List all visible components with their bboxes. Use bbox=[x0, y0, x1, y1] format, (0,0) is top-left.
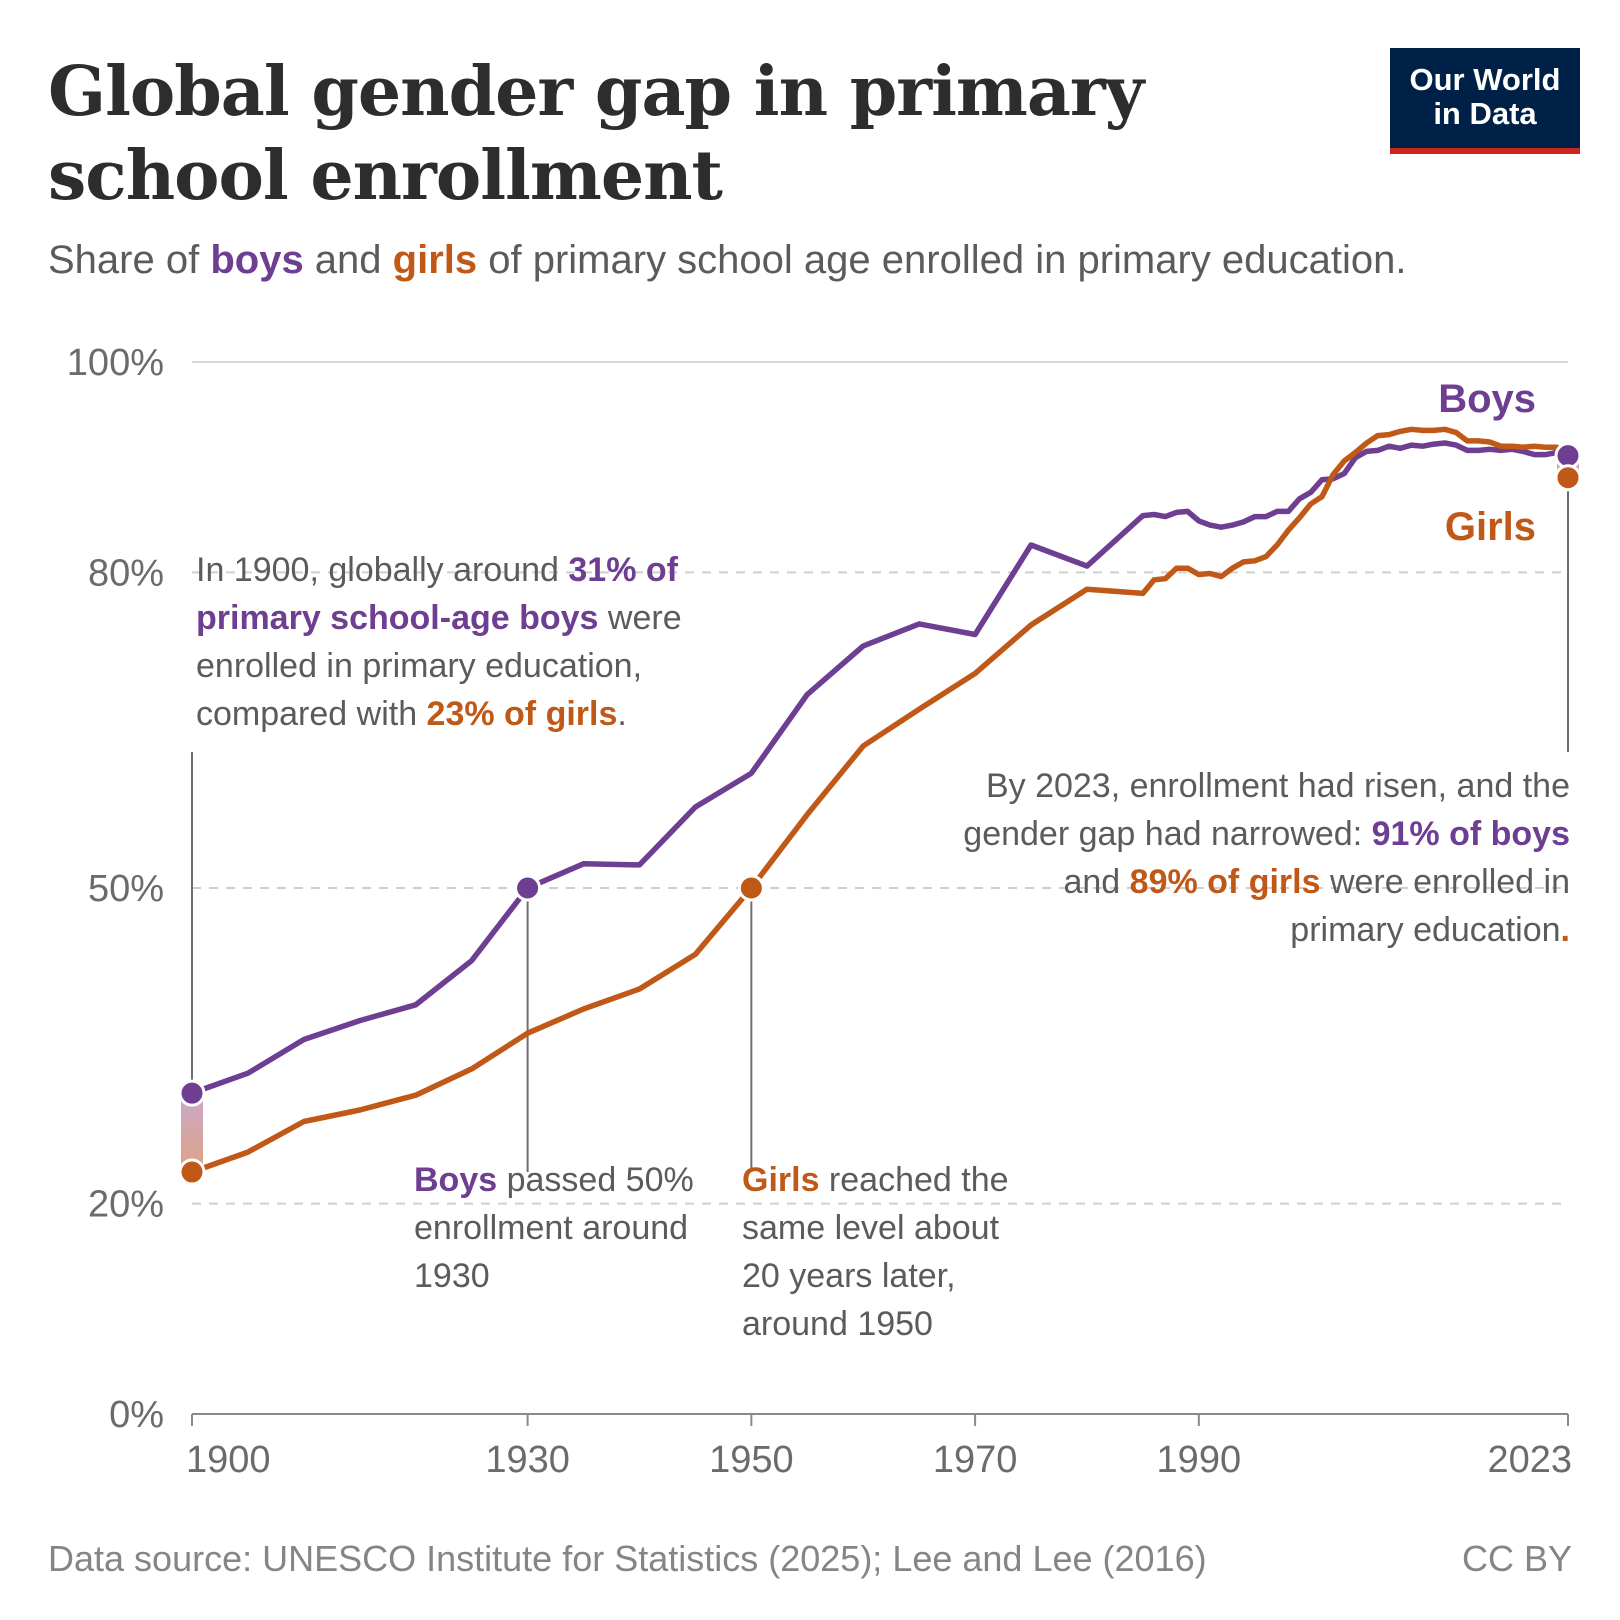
x-tick-label: 1900 bbox=[186, 1439, 271, 1481]
y-tick-label: 80% bbox=[88, 552, 164, 594]
series-label-boys: Boys bbox=[1438, 377, 1536, 421]
series-line-boys bbox=[189, 440, 1571, 1096]
owid-logo[interactable]: Our World in Data bbox=[1390, 48, 1580, 154]
data-point-boys-1930 bbox=[514, 874, 542, 902]
x-tick-label: 1930 bbox=[485, 1439, 570, 1481]
annotation-1930: Boys passed 50% enrollment around 1930 bbox=[414, 1161, 694, 1295]
chart-subtitle: Share of boys and girls of primary schoo… bbox=[48, 238, 1407, 282]
x-tick-label: 1990 bbox=[1157, 1439, 1242, 1481]
subtitle-girls-label: girls bbox=[392, 238, 478, 282]
x-tick-label: 1950 bbox=[709, 1439, 794, 1481]
y-tick-label: 20% bbox=[88, 1184, 164, 1226]
chart-title: Global gender gap in primary school enro… bbox=[48, 52, 1144, 216]
data-point-girls-2023 bbox=[1554, 464, 1582, 492]
annotation-1950: Girls reached the same level about 20 ye… bbox=[742, 1161, 1009, 1343]
data-point-girls-1950 bbox=[737, 874, 765, 902]
logo-line-2: in Data bbox=[1433, 96, 1537, 131]
logo-line-1: Our World bbox=[1409, 62, 1561, 97]
annotation-2023: By 2023, enrollment had risen, and the g… bbox=[963, 767, 1570, 949]
annotation-1900: In 1900, globally around 31% of primary … bbox=[196, 551, 682, 733]
license-link[interactable]: CC BY bbox=[1461, 1538, 1572, 1579]
y-tick-label: 50% bbox=[88, 868, 164, 910]
y-tick-label: 0% bbox=[109, 1394, 164, 1436]
data-point-boys-1900 bbox=[178, 1079, 206, 1107]
gender-gap-1900 bbox=[181, 1093, 203, 1173]
data-source: Data source: UNESCO Institute for Statis… bbox=[48, 1538, 1207, 1579]
data-point-girls-1900 bbox=[178, 1158, 206, 1186]
subtitle-boys-label: boys bbox=[210, 238, 304, 282]
x-tick-label: 1970 bbox=[933, 1439, 1018, 1481]
y-tick-label: 100% bbox=[67, 342, 164, 384]
series-line-girls bbox=[189, 426, 1571, 1175]
data-point-boys-2023 bbox=[1554, 442, 1582, 470]
series-label-girls: Girls bbox=[1445, 505, 1536, 549]
x-tick-label: 2023 bbox=[1487, 1439, 1572, 1481]
